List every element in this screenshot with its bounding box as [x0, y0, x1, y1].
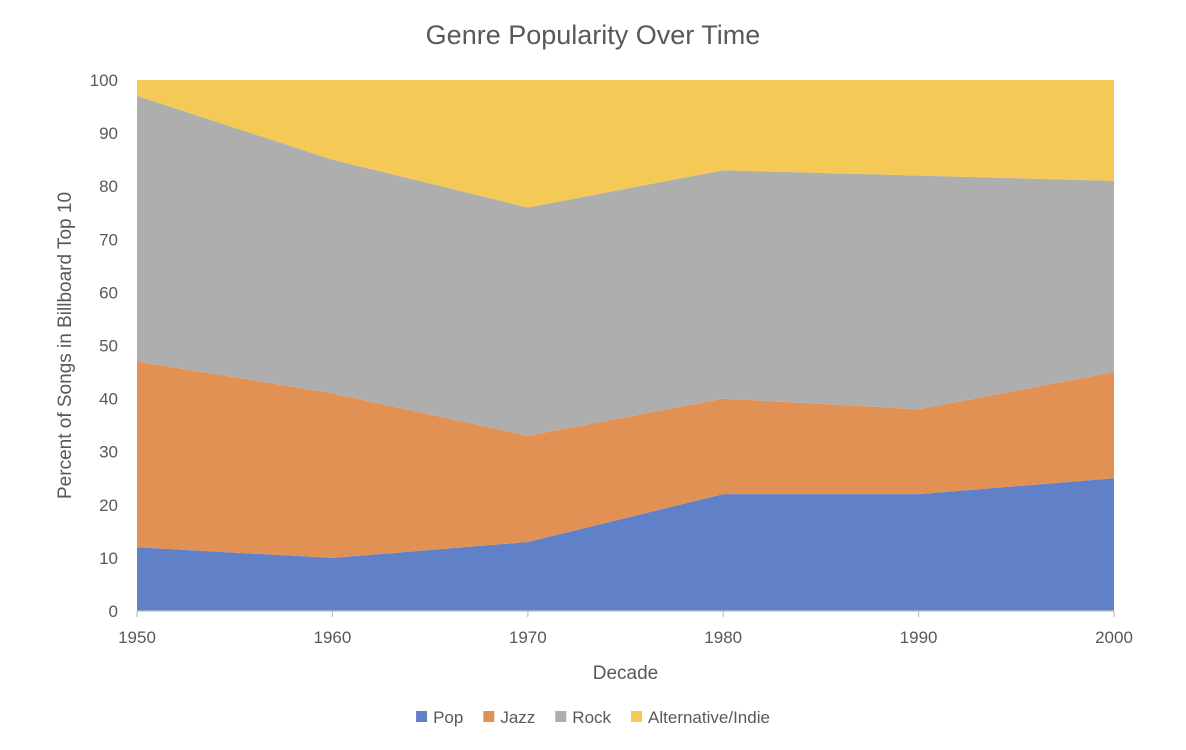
legend-swatch — [555, 711, 567, 722]
legend-label: Jazz — [500, 708, 535, 727]
x-axis-title: Decade — [593, 663, 659, 684]
y-tick-label: 70 — [99, 230, 118, 249]
area-rock — [137, 95, 1114, 436]
x-tick-label: 2000 — [1095, 628, 1133, 647]
y-tick-label: 30 — [99, 443, 118, 462]
y-tick-label: 20 — [99, 496, 118, 515]
y-tick-label: 90 — [99, 124, 118, 143]
x-tick-label: 1970 — [509, 628, 547, 647]
x-tick-label: 1950 — [118, 628, 156, 647]
y-tick-label: 50 — [99, 337, 118, 356]
legend-label: Alternative/Indie — [648, 708, 770, 727]
area-pop — [137, 478, 1114, 611]
area-alternative-indie — [137, 80, 1114, 208]
y-tick-label: 80 — [99, 177, 118, 196]
legend-item-alternative-indie[interactable]: Alternative/Indie — [631, 708, 770, 727]
legend-label: Rock — [572, 708, 611, 727]
chart-title: Genre Popularity Over Time — [425, 20, 761, 50]
y-tick-label: 60 — [99, 283, 118, 302]
y-tick-label: 10 — [99, 549, 118, 568]
legend-swatch — [483, 711, 495, 722]
y-tick-label: 0 — [109, 602, 118, 621]
legend-item-pop[interactable]: Pop — [416, 708, 463, 727]
y-tick-label: 100 — [90, 71, 118, 90]
legend-swatch — [631, 711, 643, 722]
area-jazz — [137, 361, 1114, 558]
y-axis-title: Percent of Songs in Billboard Top 10 — [55, 192, 76, 499]
legend-item-jazz[interactable]: Jazz — [483, 708, 535, 727]
legend-item-rock[interactable]: Rock — [555, 708, 612, 727]
legend-label: Pop — [433, 708, 463, 727]
x-tick-label: 1990 — [900, 628, 938, 647]
legend: Pop Jazz Rock Alternative/Indie — [416, 708, 770, 727]
legend-swatch — [416, 711, 428, 722]
x-tick-label: 1980 — [704, 628, 742, 647]
x-tick-label: 1960 — [313, 628, 351, 647]
y-tick-label: 40 — [99, 390, 118, 409]
